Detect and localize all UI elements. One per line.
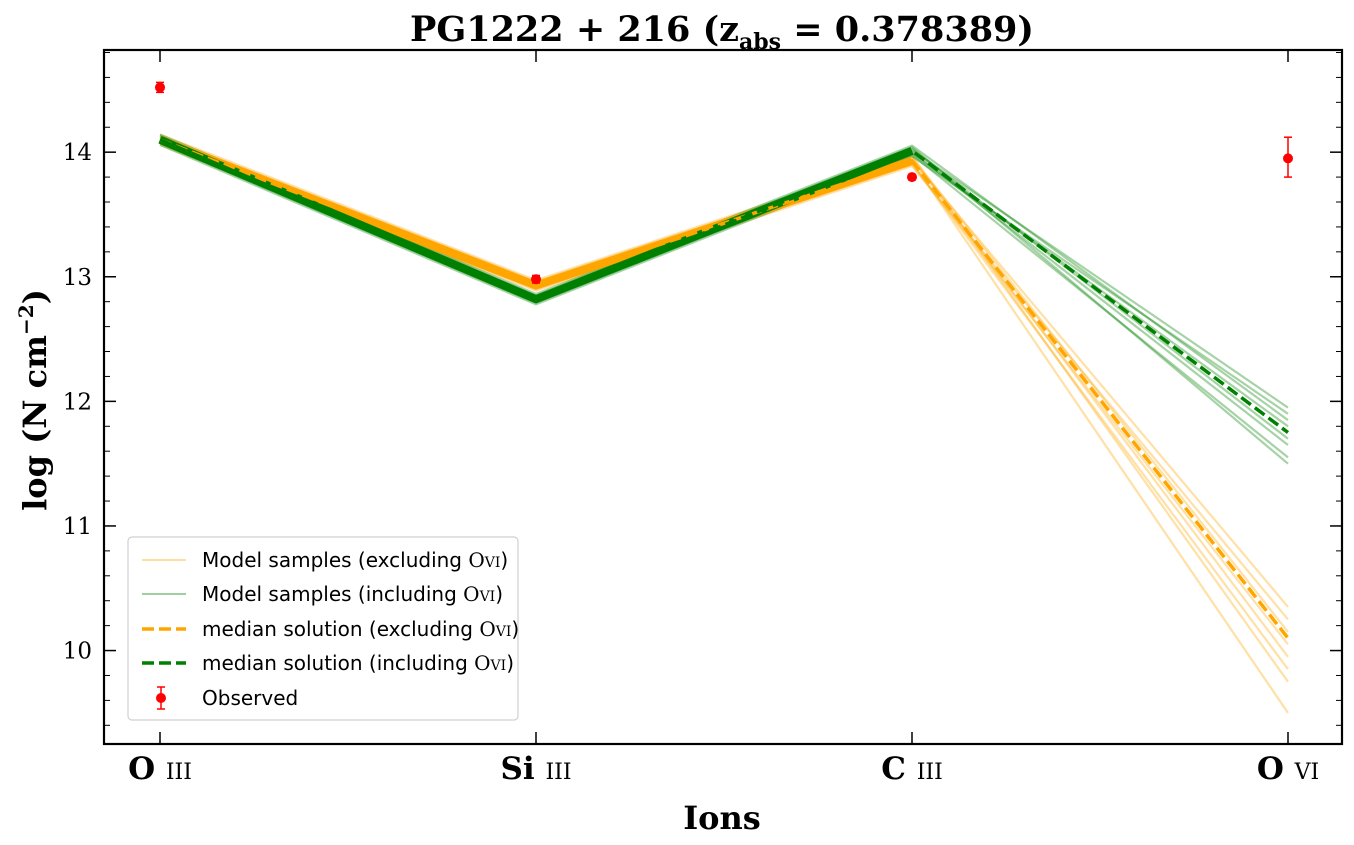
x-tick-ion: C bbox=[881, 751, 916, 787]
ylabel-tail: ) bbox=[16, 289, 54, 304]
legend-label-model-incl: Model samples (including Ovi) bbox=[202, 582, 503, 606]
model-sample-line-incl bbox=[159, 143, 1289, 415]
x-tick-ion-stage: iii bbox=[166, 751, 192, 787]
y-tick-label: 10 bbox=[63, 639, 92, 665]
legend-ion-stage: vi bbox=[495, 617, 512, 641]
x-tick-label: O iii bbox=[128, 751, 192, 787]
legend-ion: O bbox=[468, 548, 484, 572]
y-axis-label: log (N cm−2) bbox=[14, 289, 54, 511]
legend-marker bbox=[156, 693, 166, 703]
legend-ion: O bbox=[479, 617, 495, 641]
ylabel-superscript: −2 bbox=[14, 304, 38, 335]
x-tick-ion: O bbox=[1257, 751, 1295, 787]
legend-label-median-incl: median solution (including Ovi) bbox=[202, 651, 514, 675]
observed-point bbox=[1283, 153, 1293, 164]
y-tick-label: 11 bbox=[63, 514, 92, 540]
x-tick-ion: O bbox=[128, 751, 166, 787]
legend-text: Model samples (including bbox=[202, 582, 463, 606]
y-tick-label: 12 bbox=[63, 389, 92, 415]
legend-close: ) bbox=[511, 617, 519, 641]
legend-close: ) bbox=[495, 582, 503, 606]
x-tick-ion-stage: iii bbox=[545, 751, 571, 787]
median-line-including bbox=[159, 138, 1290, 434]
legend-text: median solution (excluding bbox=[202, 617, 479, 641]
legend-box bbox=[127, 536, 519, 721]
legend-ion-stage: vi bbox=[490, 651, 507, 675]
legend-ion: O bbox=[474, 651, 490, 675]
title-main: PG1222 + 216 (z bbox=[410, 9, 739, 50]
model-sample-line-incl bbox=[159, 133, 1289, 421]
legend-label-median-excl: median solution (excluding Ovi) bbox=[202, 617, 519, 641]
model-sample-line-incl bbox=[159, 136, 1289, 440]
median-solutions bbox=[158, 135, 1290, 640]
model-sample-line-incl bbox=[159, 140, 1289, 428]
plot-frame bbox=[102, 48, 1344, 746]
legend-close: ) bbox=[506, 651, 514, 675]
legend-close: ) bbox=[500, 548, 508, 572]
y-axis-ticks: 10 11 12 13 14 bbox=[63, 51, 1342, 726]
legend-ion-stage: vi bbox=[484, 548, 501, 572]
legend-label-model-excl: Model samples (excluding Ovi) bbox=[202, 548, 508, 572]
chart-title: PG1222 + 216 (zabs = 0.378389) bbox=[410, 9, 1034, 55]
legend: Model samples (excluding Ovi) Model samp… bbox=[127, 536, 519, 721]
observed-point bbox=[155, 82, 165, 93]
legend-ion: O bbox=[463, 582, 479, 606]
observed-point bbox=[531, 274, 541, 285]
title-tail: = 0.378389) bbox=[781, 9, 1034, 50]
legend-text: median solution (including bbox=[202, 651, 474, 675]
observed-points bbox=[155, 81, 1293, 285]
x-axis-label: Ions bbox=[683, 799, 761, 837]
ylabel-main: log (N cm bbox=[16, 335, 54, 511]
x-tick-label: C iii bbox=[881, 751, 943, 787]
y-tick-label: 14 bbox=[63, 140, 92, 166]
legend-label-observed: Observed bbox=[202, 686, 298, 710]
model-sample-line-incl bbox=[159, 137, 1289, 409]
median-line-excluding bbox=[159, 138, 1290, 640]
legend-text: Model samples (excluding bbox=[202, 548, 468, 572]
model-sample-line-excl bbox=[159, 133, 1289, 683]
legend-ion-stage: vi bbox=[479, 582, 496, 606]
x-tick-label: Si iii bbox=[500, 751, 571, 787]
legend-swatch-observed bbox=[156, 686, 166, 710]
observed-point bbox=[907, 172, 917, 183]
x-tick-ion: Si bbox=[500, 751, 545, 787]
x-axis-ticks: O iii Si iii C iii O vi bbox=[128, 50, 1319, 787]
model-sample-line-incl bbox=[159, 142, 1289, 459]
model-band-excluding bbox=[158, 135, 914, 290]
y-tick-label: 13 bbox=[63, 265, 92, 291]
x-tick-label: O vi bbox=[1257, 751, 1319, 787]
x-tick-ion-stage: iii bbox=[917, 751, 943, 787]
x-tick-ion-stage: vi bbox=[1294, 751, 1320, 787]
